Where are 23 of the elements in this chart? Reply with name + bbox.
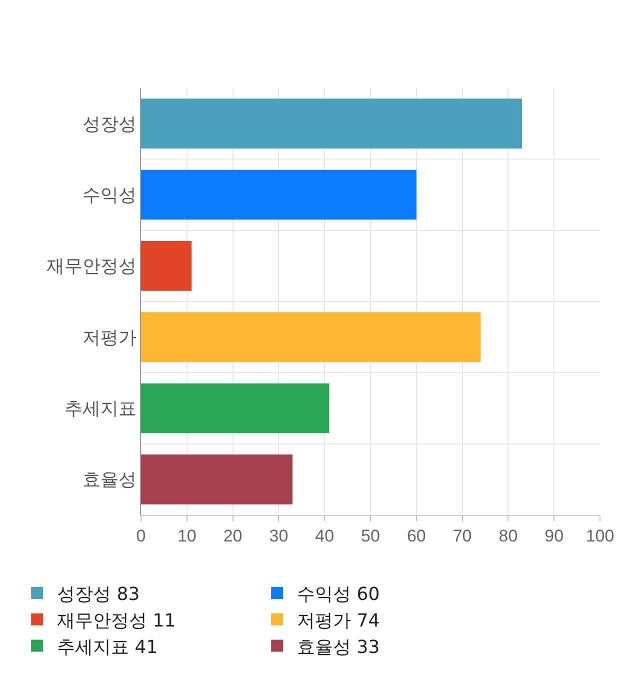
y-tick-label: 저평가 [82, 327, 136, 348]
legend-label: 재무안정성 11 [57, 610, 176, 632]
x-tick-label: 30 [269, 526, 288, 546]
legend-label: 저평가 74 [297, 610, 380, 632]
x-tick-label: 80 [498, 526, 518, 546]
y-tick-label: 수익성 [82, 185, 136, 206]
x-tick-label: 50 [361, 526, 380, 546]
y-tick-label: 효율성 [82, 470, 136, 491]
x-tick-label: 40 [315, 526, 334, 546]
x-tick-label: 70 [452, 526, 472, 546]
x-tick-label: 90 [544, 526, 564, 546]
x-tick-label: 100 [586, 526, 614, 546]
legend-label: 추세지표 41 [57, 636, 158, 658]
x-tick-label: 0 [136, 526, 146, 546]
x-tick-label: 20 [223, 526, 242, 546]
legend-label: 성장성 83 [57, 584, 140, 605]
y-tick-label: 성장성 [82, 114, 136, 135]
x-tick-label: 60 [406, 526, 426, 546]
y-tick-label: 추세지표 [64, 398, 136, 420]
legend-label: 효율성 33 [297, 636, 380, 658]
y-tick-label: 재무안정성 [46, 256, 136, 278]
x-tick-label: 10 [177, 526, 196, 546]
legend-label: 수익성 60 [297, 584, 380, 605]
